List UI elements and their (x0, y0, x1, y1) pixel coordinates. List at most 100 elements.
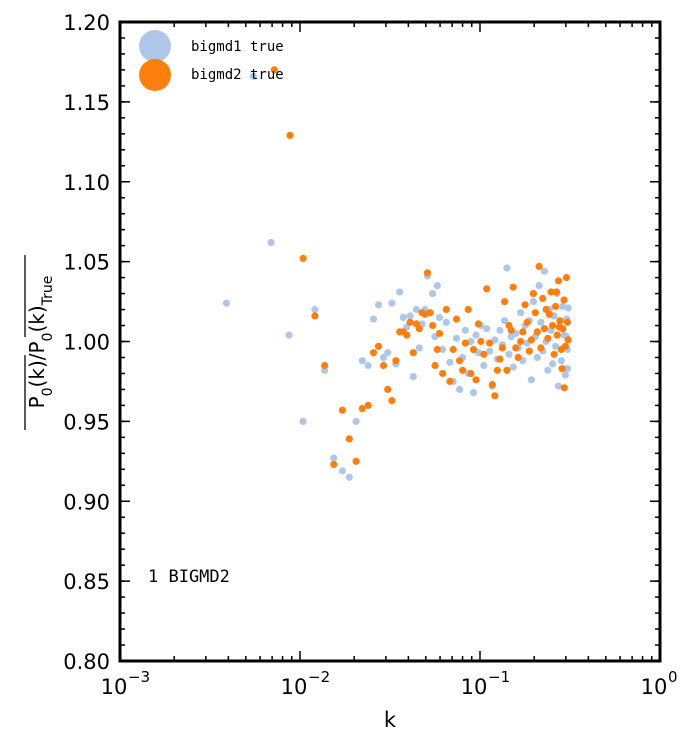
data-point-series-2 (503, 366, 511, 374)
data-point-series-2 (345, 435, 353, 443)
data-point-series-2 (535, 262, 543, 270)
x-tick-label: 10 (641, 675, 668, 699)
data-point-series-2 (403, 331, 411, 339)
data-point-series-1 (338, 467, 346, 475)
legend-label-bigmd2: bigmd2 true (191, 67, 284, 83)
y-tick-label: 0.85 (63, 570, 110, 594)
data-point-series-2 (384, 385, 392, 393)
data-point-series-2 (556, 317, 564, 325)
y-tick-label: 1.20 (63, 11, 110, 35)
data-point-series-2 (560, 384, 568, 392)
data-point-series-2 (364, 401, 372, 409)
data-point-series-1 (552, 342, 560, 350)
x-axis-label: k (384, 708, 397, 732)
data-point-series-1 (491, 336, 499, 344)
data-point-series-1 (452, 334, 461, 342)
data-point-series-2 (496, 355, 504, 363)
data-point-series-1 (222, 299, 230, 307)
data-point-series-1 (439, 345, 447, 354)
data-point-series-1 (540, 267, 549, 275)
data-point-series-1 (330, 454, 338, 462)
legend: bigmd1 true bigmd2 true (139, 30, 284, 91)
data-point-series-2 (406, 318, 414, 326)
data-point-series-2 (472, 376, 480, 384)
data-point-series-1 (415, 344, 423, 352)
data-point-series-1 (358, 357, 366, 365)
data-point-series-1 (412, 305, 420, 314)
data-point-series-1 (469, 389, 478, 397)
data-point-series-2 (555, 323, 564, 331)
data-point-series-2 (564, 336, 572, 344)
data-point-series-1 (267, 238, 275, 247)
data-point-series-1 (496, 326, 504, 334)
data-point-series-1 (467, 337, 475, 346)
data-point-series-2 (452, 315, 461, 323)
x-tick-label: 10 (281, 675, 308, 699)
data-point-series-2 (498, 344, 506, 352)
data-point-series-2 (529, 290, 538, 298)
data-point-series-1 (399, 313, 407, 322)
data-point-series-2 (501, 298, 509, 306)
data-point-series-1 (527, 376, 536, 384)
data-point-series-2 (474, 320, 482, 328)
data-point-series-2 (480, 350, 488, 358)
data-point-series-2 (558, 365, 566, 373)
x-tick-label: 10 (101, 675, 128, 699)
x-tick-exponent: −1 (488, 668, 510, 686)
data-point-series-2 (449, 345, 457, 354)
data-point-series-2 (477, 337, 485, 346)
y-axis-label-text: P0(k)/P0(k)True (25, 276, 56, 409)
data-point-series-2 (464, 305, 472, 314)
data-point-series-2 (299, 254, 307, 262)
data-point-series-2 (369, 349, 378, 357)
data-point-series-1 (433, 282, 441, 290)
data-point-series-2 (553, 331, 561, 339)
data-point-series-1 (446, 358, 454, 366)
data-point-series-2 (486, 339, 494, 347)
data-point-series-1 (285, 331, 293, 339)
y-tick-label: 0.95 (63, 410, 110, 434)
data-point-series-2 (456, 357, 464, 365)
data-point-series-1 (461, 326, 469, 334)
data-point-series-2 (374, 342, 383, 350)
data-point-series-1 (549, 360, 557, 368)
data-point-series-2 (409, 349, 417, 357)
data-point-series-2 (330, 460, 338, 469)
data-point-series-2 (491, 392, 499, 400)
data-point-series-1 (559, 302, 567, 310)
data-point-series-1 (533, 353, 541, 362)
data-point-series-2 (270, 66, 278, 74)
data-point-series-2 (442, 305, 450, 314)
data-point-series-2 (435, 329, 444, 338)
data-point-series-2 (467, 369, 475, 378)
data-point-series-1 (544, 366, 552, 374)
data-point-series-2 (431, 361, 439, 370)
data-point-series-1 (554, 382, 563, 390)
data-point-series-2 (561, 342, 570, 350)
y-tick-label: 0.80 (63, 650, 110, 674)
data-point-series-2 (379, 361, 388, 370)
data-point-series-2 (544, 334, 552, 342)
data-point-series-1 (505, 350, 513, 358)
data-point-series-1 (517, 309, 525, 317)
data-point-series-1 (299, 417, 307, 425)
data-point-series-2 (483, 285, 491, 293)
data-point-series-2 (514, 353, 522, 362)
data-point-series-2 (439, 369, 447, 378)
data-point-series-2 (537, 344, 545, 352)
data-point-series-2 (545, 310, 554, 318)
data-point-series-2 (493, 366, 501, 374)
data-point-series-1 (388, 299, 396, 307)
data-point-series-2 (527, 336, 536, 344)
data-point-series-1 (483, 325, 491, 333)
data-point-series-2 (423, 269, 432, 277)
data-points (222, 66, 572, 481)
data-point-series-1 (557, 357, 565, 365)
data-point-series-1 (563, 365, 572, 373)
data-point-series-2 (469, 345, 478, 354)
x-tick-exponent: −3 (128, 668, 150, 686)
data-point-series-2 (433, 345, 441, 354)
